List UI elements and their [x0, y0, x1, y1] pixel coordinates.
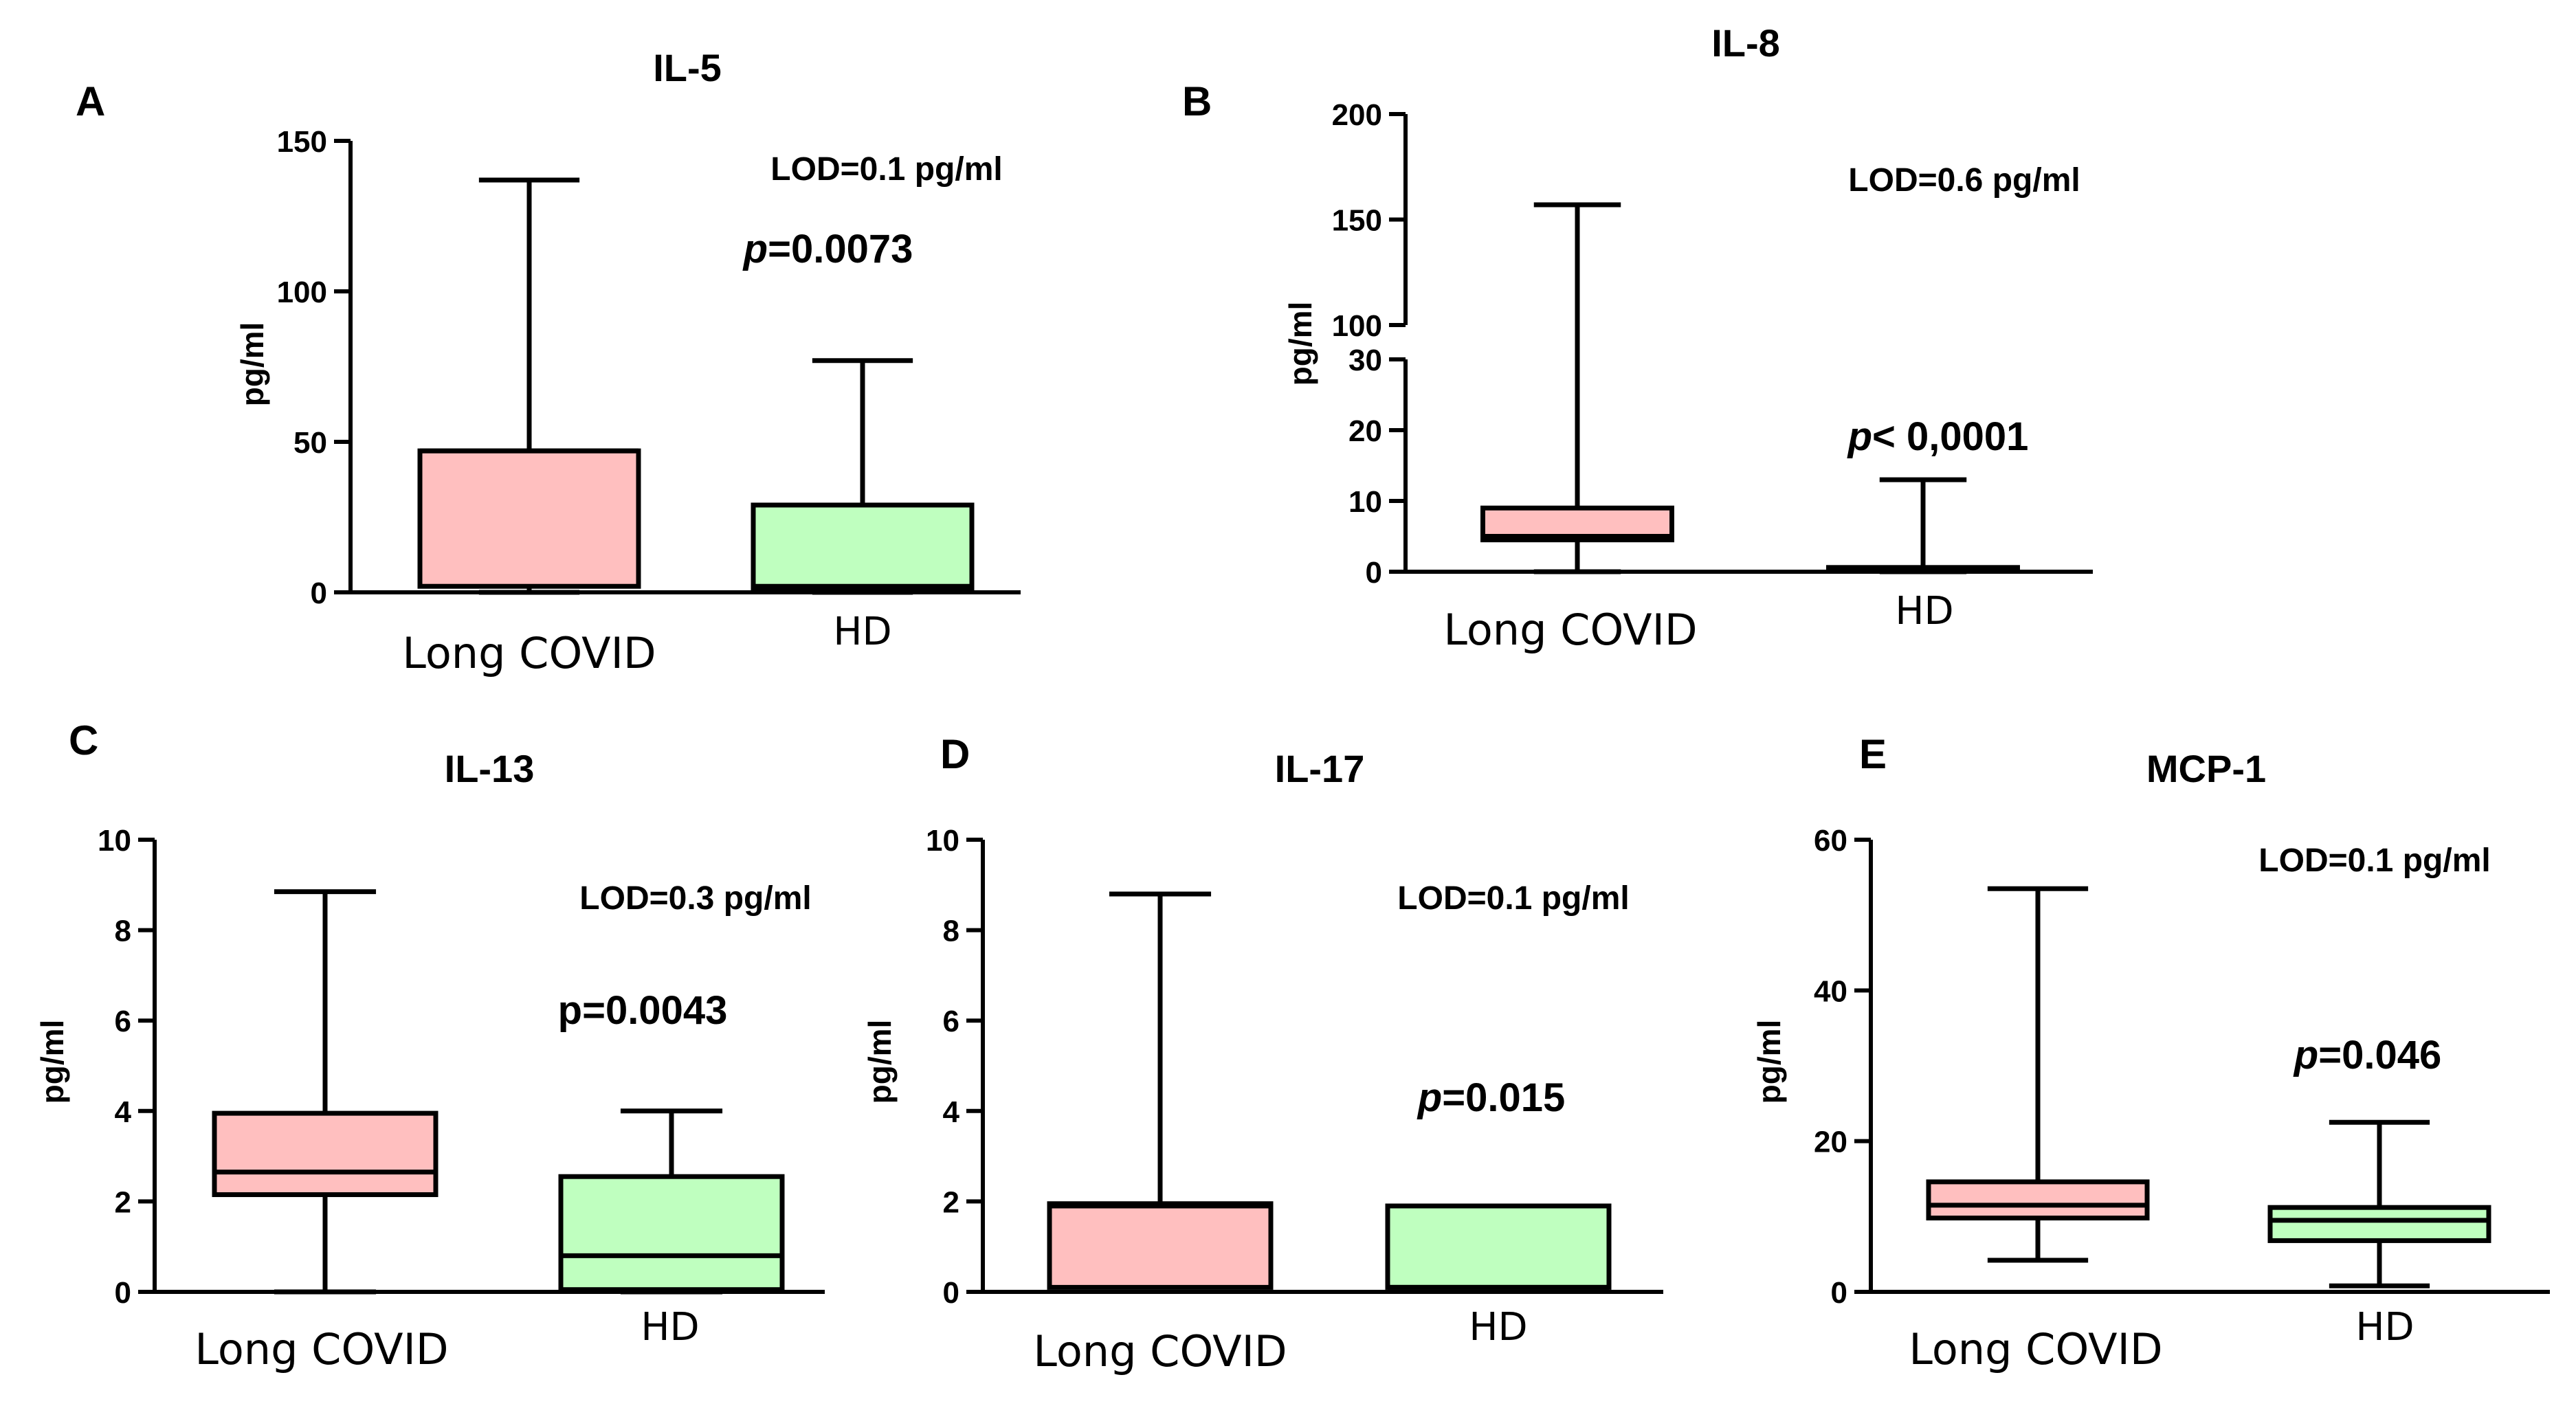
panel-a-y-tick-label: 50 [293, 426, 327, 460]
panel-b-y-tick-label: 30 [1348, 344, 1382, 377]
panel-letter-a: A [76, 78, 105, 124]
panel-e-y-tick-label: 0 [1831, 1276, 1847, 1310]
panel-e-y-tick-label: 40 [1814, 974, 1847, 1008]
panel-d-group-label-hd: HD [1469, 1305, 1527, 1350]
panel-c-long-covid-box [212, 1110, 438, 1198]
panel-c-y-axis-label: pg/ml [34, 1020, 70, 1104]
panel-d-y-tick-label: 4 [943, 1095, 960, 1129]
panel-d-title: IL-17 [1275, 747, 1365, 790]
panel-b-title: IL-8 [1711, 21, 1780, 65]
panel-d-y-tick-label: 2 [943, 1185, 959, 1219]
panel-d-il17: D IL-17 pg/ml LOD=0.1 pg/ml p=0.015 Long… [862, 731, 1663, 1376]
panel-b-y-tick-label: 200 [1332, 98, 1382, 132]
panel-b-p-symbol: p [1847, 414, 1872, 459]
panel-a-title: IL-5 [653, 46, 722, 89]
panel-letter-d: D [940, 731, 970, 777]
panel-a-hd-box [751, 502, 975, 592]
panel-d-p-number: =0.015 [1442, 1075, 1565, 1120]
panel-e-y-tick-label: 20 [1814, 1126, 1847, 1159]
panel-b-lod-annotation: LOD=0.6 pg/ml [1848, 162, 2080, 199]
panel-d-y-tick-label: 0 [943, 1276, 959, 1310]
panel-letter-c: C [69, 717, 98, 763]
panel-d-hd-box [1385, 1203, 1612, 1290]
panel-a-plot-area: 0 50 100 150 [277, 125, 1021, 610]
panel-b-p-value: p< 0,0001 [1847, 414, 2029, 459]
panel-e-title: MCP-1 [2146, 747, 2266, 790]
panel-letter-b: B [1182, 78, 1212, 124]
panel-b-p-number: < 0,0001 [1872, 414, 2028, 459]
panel-e-p-number: =0.046 [2318, 1033, 2441, 1077]
panel-c-il13: C IL-13 pg/ml LOD=0.3 pg/ml p=0.0043 Lon… [34, 717, 825, 1374]
panel-b-group-label-hd: HD [1895, 589, 1953, 634]
panel-c-y-tick-label: 6 [115, 1005, 131, 1038]
panel-d-p-value: p=0.015 [1417, 1075, 1565, 1120]
panel-e-long-covid-box [1926, 1179, 2150, 1221]
panel-e-hd-box [2267, 1205, 2491, 1243]
panel-a-p-number: =0.0073 [768, 227, 913, 271]
panel-a-group-label-hd: HD [833, 610, 891, 654]
panel-a-y-tick-label: 0 [311, 577, 327, 610]
panel-c-y-tick-label: 4 [115, 1095, 132, 1129]
panel-c-y-tick-label: 2 [115, 1185, 131, 1219]
panel-e-y-axis-label: pg/ml [1751, 1020, 1787, 1104]
panel-d-lod-annotation: LOD=0.1 pg/ml [1397, 880, 1629, 917]
panel-letter-e: E [1859, 731, 1887, 777]
panel-b-y-tick-label: 100 [1332, 309, 1382, 343]
panel-b-il8: B IL-8 pg/ml LOD=0.6 pg/ml p< 0,0001 Lon… [1182, 21, 2093, 655]
panel-a-il5: A IL-5 pg/ml LOD=0.1 pg/ml p=0.0073 Long… [76, 46, 1021, 678]
panel-d-y-axis-label: pg/ml [862, 1020, 898, 1104]
panel-c-y-tick-label: 0 [115, 1276, 131, 1310]
panel-d-p-symbol: p [1417, 1075, 1442, 1120]
panel-d-plot-area: 0 2 4 6 8 10 [926, 824, 1663, 1310]
panel-d-group-label-long-covid: Long COVID [1033, 1326, 1287, 1376]
panel-b-y-tick-label: 150 [1332, 204, 1382, 238]
panel-c-hd-box [558, 1174, 785, 1293]
panel-e-p-value: p=0.046 [2293, 1033, 2441, 1077]
panel-a-y-tick-label: 150 [277, 125, 327, 159]
panel-c-y-tick-label: 10 [98, 824, 131, 858]
panel-c-group-label-long-covid: Long COVID [195, 1324, 448, 1374]
panel-c-group-label-hd: HD [641, 1305, 699, 1350]
panel-e-lod-annotation: LOD=0.1 pg/ml [2258, 842, 2490, 879]
panel-e-p-symbol: p [2293, 1033, 2318, 1077]
panel-b-group-label-long-covid: Long COVID [1443, 605, 1697, 655]
panel-b-y-tick-label: 20 [1348, 414, 1382, 448]
panel-d-y-tick-label: 8 [943, 915, 959, 948]
panel-e-y-tick-label: 60 [1814, 824, 1847, 858]
panel-a-y-axis-label: pg/ml [234, 322, 270, 407]
panel-b-y-axis-label: pg/ml [1283, 302, 1318, 386]
panel-c-p-value: p=0.0043 [558, 988, 728, 1033]
panel-a-p-symbol: p [742, 227, 768, 271]
panel-a-group-label-long-covid: Long COVID [402, 628, 656, 678]
panel-a-long-covid-box [417, 448, 641, 589]
panel-a-lod-annotation: LOD=0.1 pg/ml [770, 151, 1002, 188]
panel-a-p-value: p=0.0073 [742, 227, 913, 271]
panel-a-y-tick-label: 100 [277, 276, 327, 309]
panel-c-lod-annotation: LOD=0.3 pg/ml [579, 880, 811, 917]
panel-b-axis-break-gap [1400, 328, 1411, 357]
panel-d-long-covid-box [1047, 1201, 1274, 1290]
panel-c-title: IL-13 [445, 747, 535, 790]
panel-c-p-number: p=0.0043 [558, 988, 728, 1033]
panel-e-group-label-hd: HD [2355, 1305, 2414, 1350]
panel-e-mcp1: E MCP-1 pg/ml LOD=0.1 pg/ml p=0.046 Long… [1751, 731, 2550, 1374]
panel-e-plot-area: 0 20 40 60 [1814, 824, 2550, 1310]
panel-d-y-tick-label: 6 [943, 1005, 959, 1038]
panel-b-y-tick-label: 0 [1366, 556, 1382, 590]
panel-e-group-label-long-covid: Long COVID [1909, 1324, 2162, 1374]
panel-b-y-tick-label: 10 [1348, 485, 1382, 519]
panel-d-y-tick-label: 10 [926, 824, 959, 858]
panel-c-y-tick-label: 8 [115, 915, 131, 948]
panel-c-plot-area: 0 2 4 6 8 10 [98, 824, 825, 1310]
